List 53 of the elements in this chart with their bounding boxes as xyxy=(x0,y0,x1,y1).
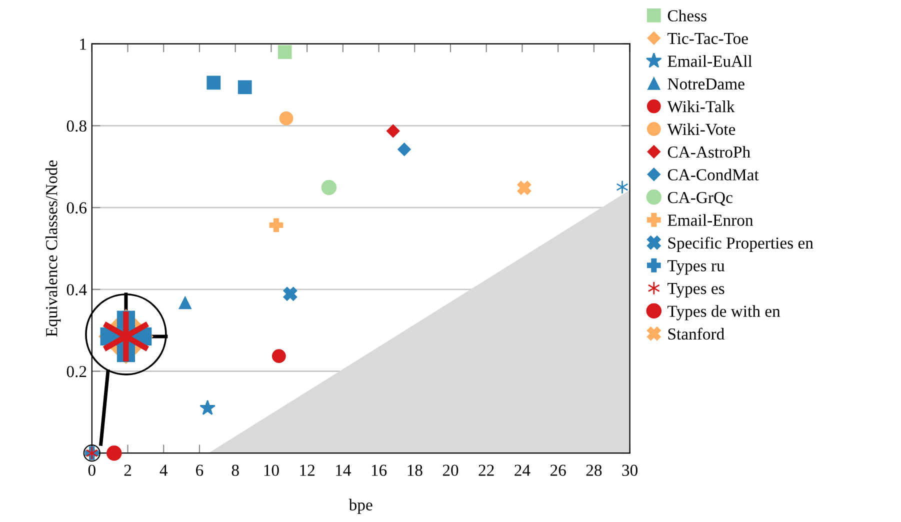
legend-label: Stanford xyxy=(668,328,724,340)
x-tick-label: 16 xyxy=(372,464,387,476)
x-tick-label: 30 xyxy=(622,464,638,476)
y-tick-label: 0.6 xyxy=(66,202,87,214)
x-tick-label: 14 xyxy=(336,464,351,476)
legend-label: Email-EuAll xyxy=(668,55,752,67)
point xyxy=(321,180,337,196)
x-tick-label: 24 xyxy=(514,464,530,476)
point xyxy=(238,80,252,94)
x-tick-label: 2 xyxy=(124,464,132,476)
x-tick-label: 18 xyxy=(408,464,422,476)
legend-label: Types ru xyxy=(668,260,725,275)
point xyxy=(178,296,192,310)
x-tick-label: 10 xyxy=(264,464,279,476)
x-tick-label: 28 xyxy=(586,464,602,476)
x-tick-label: 6 xyxy=(196,464,204,476)
point xyxy=(517,180,532,195)
point xyxy=(278,45,292,59)
x-tick-label: 26 xyxy=(550,464,566,476)
x-tick-label: 12 xyxy=(300,464,314,476)
x-tick-label: 0 xyxy=(88,464,96,476)
x-tick-label: 20 xyxy=(442,464,458,476)
legend-label: Types es xyxy=(668,283,724,298)
point xyxy=(386,124,400,138)
legend-label: CA-AstroPh xyxy=(668,146,750,158)
point xyxy=(616,180,628,194)
legend-label: Specific Properties en xyxy=(668,236,814,252)
x-tick-label: 4 xyxy=(160,464,168,476)
legend-label: Wiki-Vote xyxy=(667,123,736,136)
legend-label: CA-CondMat xyxy=(668,168,759,180)
point xyxy=(272,349,286,364)
x-tick-label: 22 xyxy=(478,464,494,476)
legend-label: Types de with en xyxy=(668,305,780,320)
legend-label: CA-GrQc xyxy=(668,192,732,206)
point xyxy=(206,76,221,90)
legend-label: NotreDame xyxy=(668,78,744,90)
point xyxy=(106,445,122,461)
y-tick-label: 1 xyxy=(80,38,86,50)
y-tick-label: 0.4 xyxy=(66,284,87,296)
point xyxy=(200,400,216,415)
x-axis-title: bpe xyxy=(348,498,372,514)
point xyxy=(269,218,284,232)
y-axis-title: Equivalence Classes/Node xyxy=(46,160,61,337)
point xyxy=(398,142,411,156)
legend-label: Chess xyxy=(668,10,706,22)
x-tick-label: 8 xyxy=(232,464,239,476)
legend-label: Tic-Tac-Toe xyxy=(668,32,748,44)
legend-label: Wiki-Talk xyxy=(667,100,735,112)
legend-label: Email-Enron xyxy=(668,214,754,226)
y-tick-label: 0.2 xyxy=(66,366,86,378)
point xyxy=(279,111,294,126)
point xyxy=(283,286,298,301)
y-tick-label: 0.8 xyxy=(66,120,86,132)
